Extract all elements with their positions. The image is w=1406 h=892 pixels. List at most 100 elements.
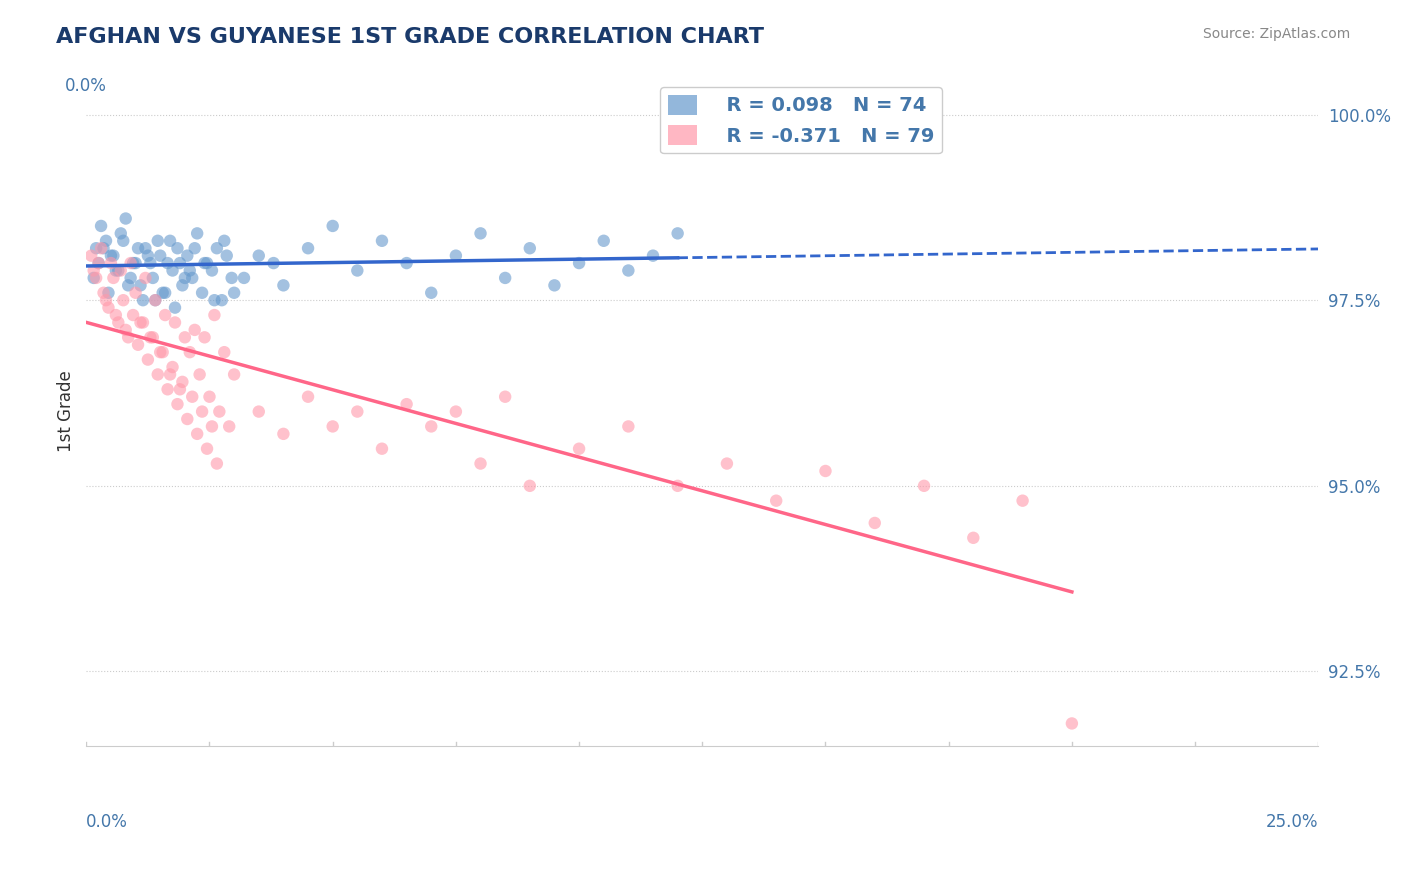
Point — [221, 271, 243, 285]
Point — [912, 479, 935, 493]
Point — [169, 256, 191, 270]
Point — [129, 278, 152, 293]
Point — [117, 278, 139, 293]
Point — [183, 241, 205, 255]
Point — [224, 368, 246, 382]
Point — [124, 256, 146, 270]
Point — [201, 263, 224, 277]
Point — [494, 271, 516, 285]
Point — [191, 285, 214, 300]
Point — [143, 293, 166, 308]
Point — [179, 263, 201, 277]
Point — [666, 227, 689, 241]
Point — [107, 316, 129, 330]
Point — [470, 227, 492, 241]
Point — [1011, 493, 1033, 508]
Text: 25.0%: 25.0% — [1265, 813, 1319, 830]
Point — [83, 271, 105, 285]
Point — [716, 457, 738, 471]
Point — [100, 256, 122, 270]
Point — [172, 278, 194, 293]
Point — [117, 330, 139, 344]
Point — [224, 285, 246, 300]
Point — [198, 390, 221, 404]
Point — [136, 352, 159, 367]
Point — [181, 390, 204, 404]
Point — [273, 278, 295, 293]
Point — [173, 271, 195, 285]
Point — [143, 293, 166, 308]
Point — [186, 227, 208, 241]
Point — [84, 271, 107, 285]
Point — [103, 249, 125, 263]
Point — [104, 263, 127, 277]
Point — [371, 234, 394, 248]
Point — [120, 271, 142, 285]
Point — [84, 241, 107, 255]
Point — [218, 419, 240, 434]
Point — [205, 457, 228, 471]
Point — [127, 241, 149, 255]
Point — [247, 249, 270, 263]
Point — [132, 293, 155, 308]
Point — [100, 249, 122, 263]
Point — [114, 211, 136, 226]
Point — [142, 330, 165, 344]
Point — [181, 271, 204, 285]
Point — [152, 345, 174, 359]
Text: AFGHAN VS GUYANESE 1ST GRADE CORRELATION CHART: AFGHAN VS GUYANESE 1ST GRADE CORRELATION… — [56, 27, 765, 46]
Point — [107, 263, 129, 277]
Point — [183, 323, 205, 337]
Point — [112, 234, 135, 248]
Point — [136, 249, 159, 263]
Point — [166, 241, 188, 255]
Point — [494, 390, 516, 404]
Point — [193, 330, 215, 344]
Point — [146, 234, 169, 248]
Text: 0.0%: 0.0% — [86, 813, 128, 830]
Point — [568, 256, 591, 270]
Point — [186, 426, 208, 441]
Point — [371, 442, 394, 456]
Point — [152, 285, 174, 300]
Point — [83, 263, 105, 277]
Point — [134, 241, 156, 255]
Point — [962, 531, 984, 545]
Point — [420, 285, 443, 300]
Point — [215, 249, 238, 263]
Point — [617, 263, 640, 277]
Point — [204, 293, 226, 308]
Point — [519, 479, 541, 493]
Point — [149, 249, 172, 263]
Point — [191, 404, 214, 418]
Point — [146, 368, 169, 382]
Point — [195, 256, 218, 270]
Point — [110, 263, 132, 277]
Point — [114, 323, 136, 337]
Point — [176, 249, 198, 263]
Point — [122, 308, 145, 322]
Point — [297, 390, 319, 404]
Point — [201, 419, 224, 434]
Y-axis label: 1st Grade: 1st Grade — [58, 371, 75, 452]
Point — [346, 263, 368, 277]
Point — [233, 271, 256, 285]
Point — [104, 308, 127, 322]
Point — [420, 419, 443, 434]
Point — [193, 256, 215, 270]
Point — [543, 278, 565, 293]
Point — [149, 345, 172, 359]
Point — [444, 249, 467, 263]
Point — [263, 256, 285, 270]
Point — [273, 426, 295, 441]
Point — [592, 234, 614, 248]
Point — [139, 256, 162, 270]
Point — [188, 368, 211, 382]
Point — [444, 404, 467, 418]
Text: Source: ZipAtlas.com: Source: ZipAtlas.com — [1202, 27, 1350, 41]
Legend:   R = 0.098   N = 74,   R = -0.371   N = 79: R = 0.098 N = 74, R = -0.371 N = 79 — [659, 87, 942, 153]
Point — [205, 241, 228, 255]
Point — [470, 457, 492, 471]
Point — [163, 316, 186, 330]
Point — [112, 293, 135, 308]
